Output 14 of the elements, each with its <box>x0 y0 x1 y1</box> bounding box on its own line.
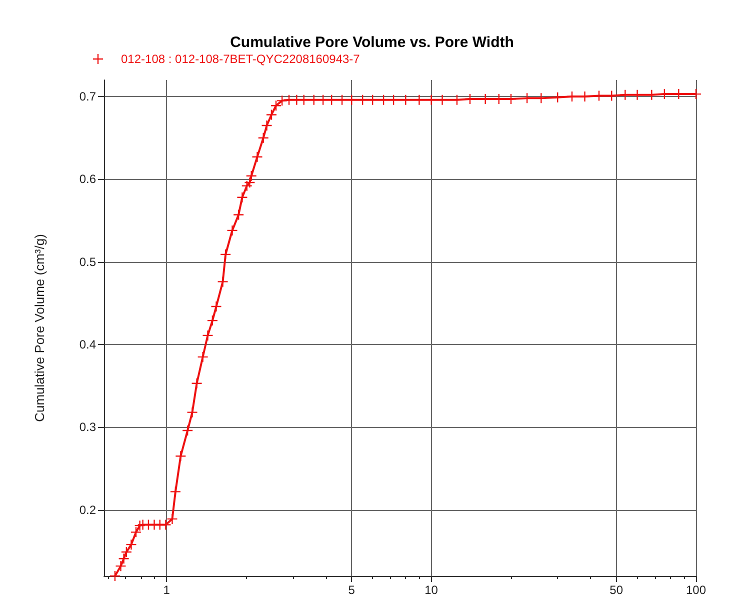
x-tick-label: 1 <box>163 583 170 597</box>
y-tick-label: 0.7 <box>79 90 96 104</box>
legend-label: 012-108 : 012-108-7BET-QYC2208160943-7 <box>121 52 360 66</box>
y-tick-label: 0.2 <box>79 502 96 517</box>
x-tick-label: 5 <box>348 583 356 597</box>
x-tick-label: 10 <box>424 583 438 597</box>
x-tick-label: 50 <box>610 583 624 597</box>
y-tick-label: 0.5 <box>79 254 96 269</box>
y-axis-title: Cumulative Pore Volume (cm³/g) <box>32 234 47 422</box>
x-tick-label: 100 <box>686 583 706 597</box>
y-tick-label: 0.6 <box>79 172 96 186</box>
y-tick-label: 0.4 <box>79 338 96 352</box>
y-tick-label: 0.3 <box>79 420 96 434</box>
chart-title: Cumulative Pore Volume vs. Pore Width <box>230 34 514 51</box>
